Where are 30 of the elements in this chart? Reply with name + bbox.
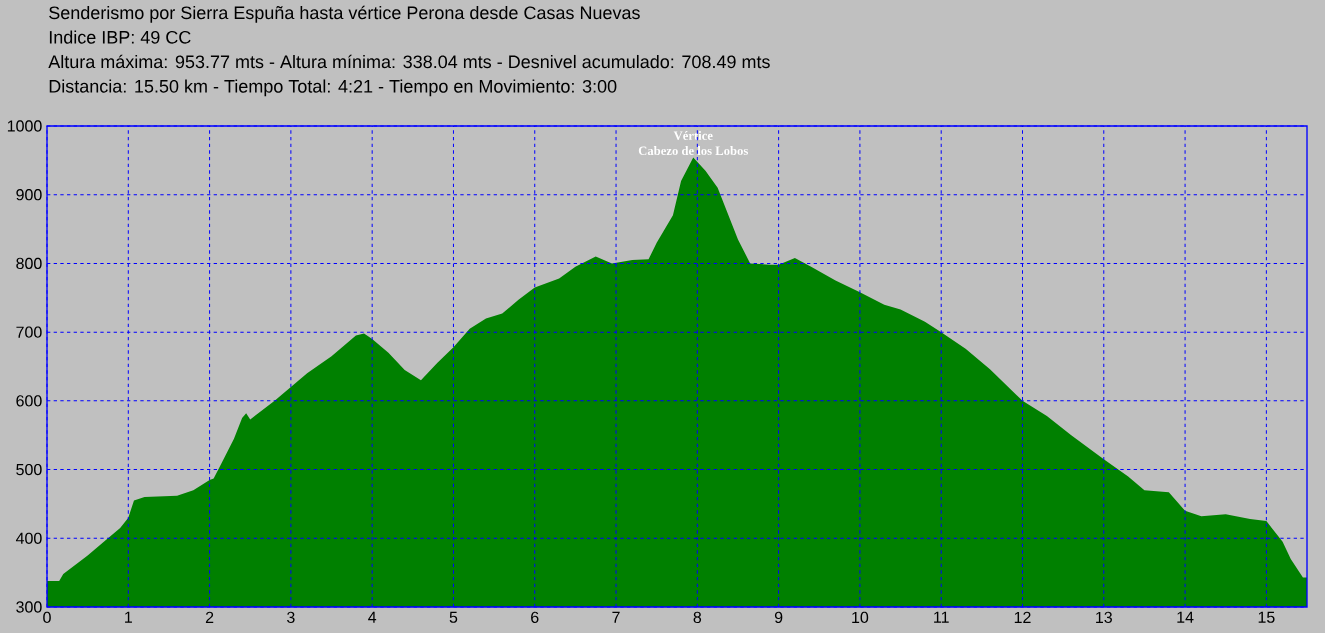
x-tick-label: 12 xyxy=(1014,611,1031,623)
text: Altura máxima: 953.77 mts - Altura mínima: 338.04 mts - Desnivel acumulado: 708.49 mts xyxy=(48,54,770,69)
x-tick-label: 7 xyxy=(612,611,620,623)
x-tick-label: 2 xyxy=(205,611,214,623)
annotation: Vértice xyxy=(673,131,713,141)
x-tick-label: 6 xyxy=(531,611,539,624)
x-tick-label: 4 xyxy=(368,611,377,623)
x-tick-label: 13 xyxy=(1096,611,1112,624)
x-tick-label: 9 xyxy=(774,611,783,624)
y-tick-label: 300 xyxy=(16,601,42,613)
y-tick-label: 1000 xyxy=(7,120,42,132)
x-tick-label: 0 xyxy=(43,611,51,624)
x-tick-label: 8 xyxy=(693,611,702,624)
y-tick-label: 900 xyxy=(16,189,42,201)
x-tick-label: 10 xyxy=(852,611,869,624)
y-tick-label: 800 xyxy=(16,257,42,270)
annotation: Cabezo de los Lobos xyxy=(638,146,749,156)
chart-title: Senderismo por Sierra Espuña hasta vértice Perona desde Casas Nuevas xyxy=(49,5,640,23)
x-tick-label: 1 xyxy=(125,611,132,623)
y-tick-label: 400 xyxy=(15,532,42,544)
x-tick-label: 5 xyxy=(449,611,458,623)
x-tick-label: 14 xyxy=(1177,611,1194,623)
chart-subtitle: Indice IBP: 49 CC xyxy=(49,30,191,44)
text: Distancia: 15.50 km - Tiempo Total: 4:21 - Tiempo en Movimiento: 3:00 xyxy=(49,79,617,97)
y-tick-label: 700 xyxy=(16,326,42,338)
x-tick-label: 3 xyxy=(287,611,295,624)
y-tick-label: 600 xyxy=(16,395,42,407)
x-tick-label: 11 xyxy=(934,611,949,623)
y-tick-label: 500 xyxy=(16,463,42,476)
x-tick-label: 15 xyxy=(1258,611,1275,623)
